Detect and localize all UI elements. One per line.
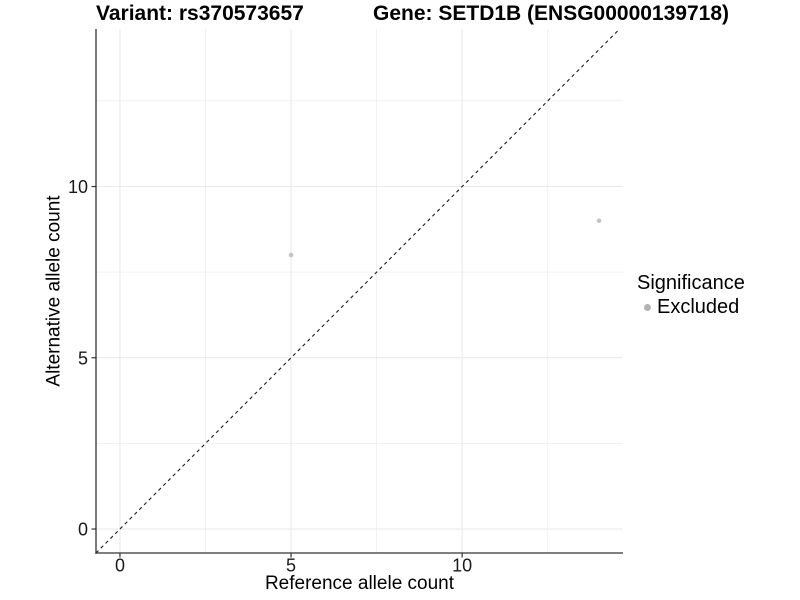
plot-title-variant: Variant: rs370573657 (96, 2, 304, 25)
y-axis-title: Alternative allele count (43, 195, 65, 387)
y-tick-label: 10 (68, 177, 88, 197)
data-point (288, 252, 294, 258)
x-axis-title: Reference allele count (264, 573, 455, 594)
y-tick-label: 0 (78, 520, 88, 540)
legend-title: Significance (637, 272, 745, 294)
legend-entry-label: Excluded (657, 296, 740, 318)
data-point (596, 218, 602, 224)
legend-point-icon (644, 303, 651, 311)
identity-reference-line (95, 28, 620, 554)
x-tick-label: 5 (286, 556, 296, 576)
legend: Significance Excluded (637, 272, 745, 317)
x-tick-label: 0 (115, 556, 125, 576)
legend-entry: Excluded (637, 297, 745, 317)
x-tick-label: 10 (452, 556, 472, 576)
y-tick-label: 5 (78, 348, 88, 368)
plot-title-gene: Gene: SETD1B (ENSG00000139718) (373, 2, 730, 25)
